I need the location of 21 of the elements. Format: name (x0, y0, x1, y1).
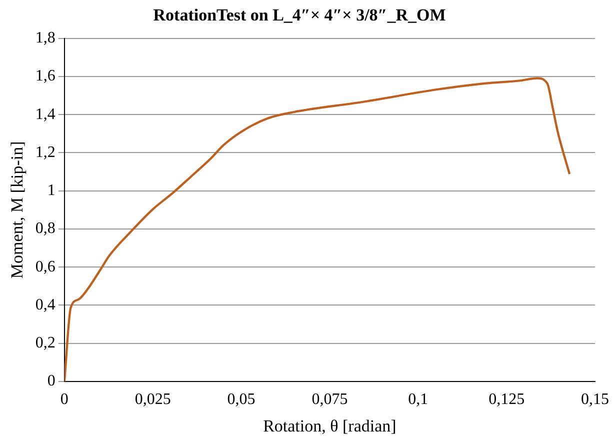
x-tick-label: 0,025 (134, 391, 171, 408)
x-tick-label: 0,05 (227, 391, 256, 408)
y-tick-label: 0 (47, 372, 56, 390)
y-tick-label: 1,8 (35, 30, 56, 47)
y-tick-label: 1,6 (35, 68, 56, 85)
x-axis-title: Rotation, θ [radian] (263, 416, 396, 436)
y-axis-title: Moment, M [kip-in] (8, 141, 27, 279)
y-tick-label: 1,4 (35, 106, 56, 123)
x-tick-label: 0 (60, 391, 68, 408)
y-tick-label: 0,8 (35, 220, 56, 238)
y-tick-label: 1,2 (35, 144, 56, 161)
y-tick-label: 0,6 (35, 258, 56, 276)
line-series (64, 77, 571, 382)
y-tick-label: 0,4 (35, 296, 56, 314)
y-tick-label: 0,2 (35, 334, 56, 352)
x-tick-label: 0,1 (408, 391, 428, 408)
y-tick-label: 1 (47, 182, 56, 200)
x-tick-label: 0,125 (488, 391, 525, 408)
chart-title: RotationTest on L_4″× 4″× 3/8″_R_OM (153, 6, 446, 25)
x-tick-label: 0,075 (312, 391, 348, 408)
x-tick-label: 0,15 (581, 391, 609, 408)
